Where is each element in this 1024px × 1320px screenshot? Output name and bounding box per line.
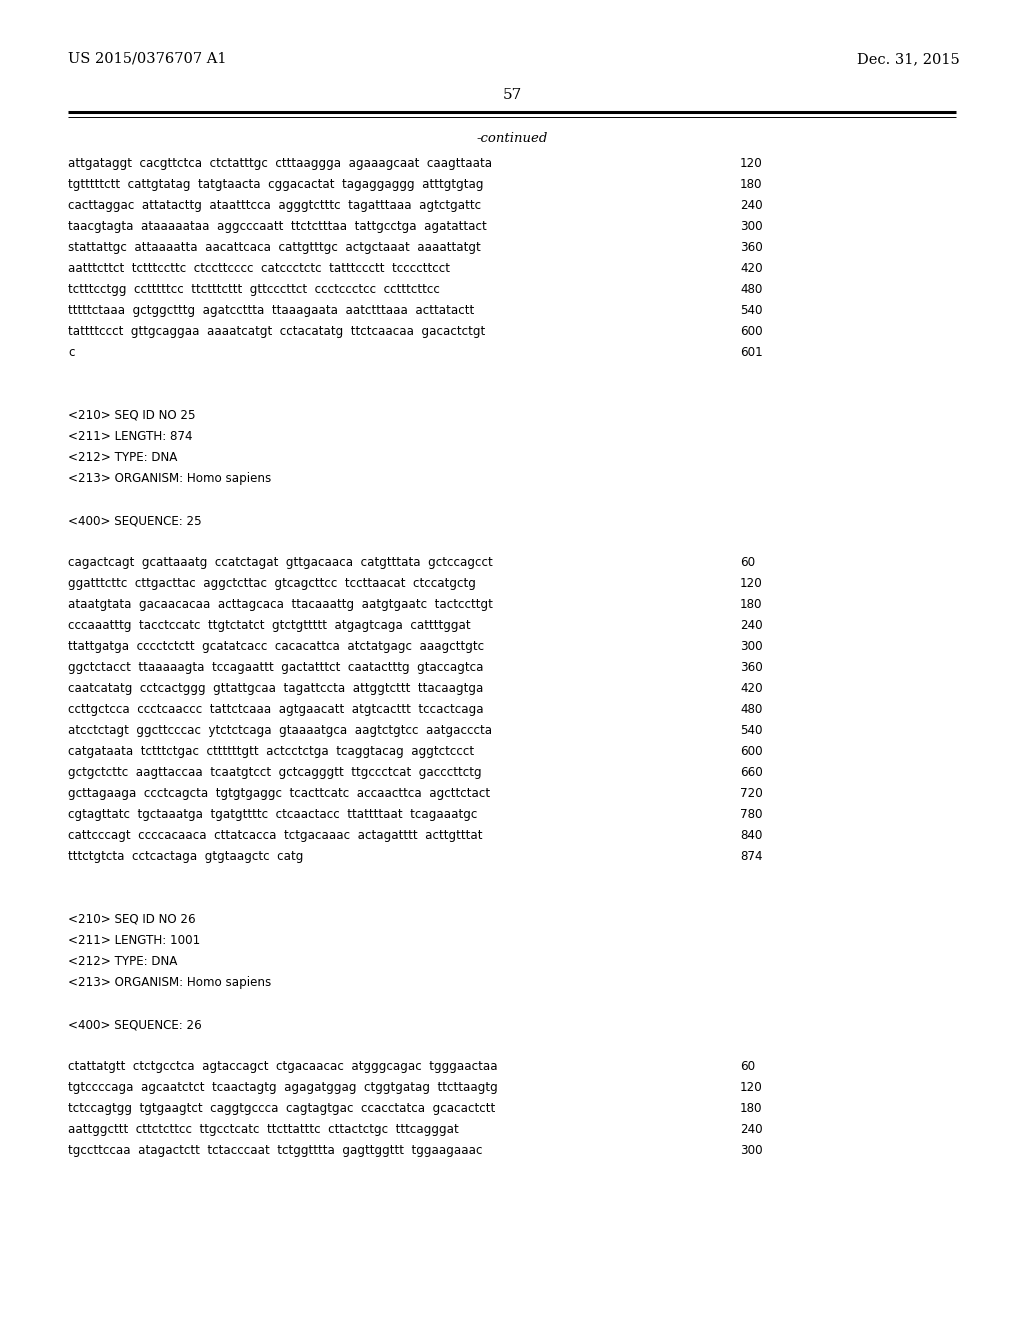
Text: cacttaggac  attatacttg  ataatttcca  agggtctttc  tagatttaaa  agtctgattc: cacttaggac attatacttg ataatttcca agggtct… <box>68 199 481 213</box>
Text: tctttcctgg  cctttttcc  ttctttcttt  gttcccttct  ccctccctcc  cctttcttcc: tctttcctgg cctttttcc ttctttcttt gttccctt… <box>68 282 440 296</box>
Text: 840: 840 <box>740 829 763 842</box>
Text: <213> ORGANISM: Homo sapiens: <213> ORGANISM: Homo sapiens <box>68 473 271 484</box>
Text: <212> TYPE: DNA: <212> TYPE: DNA <box>68 954 177 968</box>
Text: cgtagttatc  tgctaaatga  tgatgttttc  ctcaactacc  ttattttaat  tcagaaatgc: cgtagttatc tgctaaatga tgatgttttc ctcaact… <box>68 808 477 821</box>
Text: ataatgtata  gacaacacaa  acttagcaca  ttacaaattg  aatgtgaatc  tactccttgt: ataatgtata gacaacacaa acttagcaca ttacaaa… <box>68 598 493 611</box>
Text: ctattatgtt  ctctgcctca  agtaccagct  ctgacaacac  atgggcagac  tgggaactaa: ctattatgtt ctctgcctca agtaccagct ctgacaa… <box>68 1060 498 1073</box>
Text: 360: 360 <box>740 242 763 253</box>
Text: caatcatatg  cctcactggg  gttattgcaa  tagattccta  attggtcttt  ttacaagtga: caatcatatg cctcactggg gttattgcaa tagattc… <box>68 682 483 696</box>
Text: 300: 300 <box>740 640 763 653</box>
Text: 660: 660 <box>740 766 763 779</box>
Text: 780: 780 <box>740 808 763 821</box>
Text: 120: 120 <box>740 577 763 590</box>
Text: tgtccccaga  agcaatctct  tcaactagtg  agagatggag  ctggtgatag  ttcttaagtg: tgtccccaga agcaatctct tcaactagtg agagatg… <box>68 1081 498 1094</box>
Text: gctgctcttc  aagttaccaa  tcaatgtcct  gctcagggtt  ttgccctcat  gacccttctg: gctgctcttc aagttaccaa tcaatgtcct gctcagg… <box>68 766 481 779</box>
Text: 600: 600 <box>740 325 763 338</box>
Text: aatttcttct  tctttccttc  ctccttcccc  catccctctc  tatttccctt  tccccttcct: aatttcttct tctttccttc ctccttcccc catccct… <box>68 261 450 275</box>
Text: atcctctagt  ggcttcccac  ytctctcaga  gtaaaatgca  aagtctgtcc  aatgacccta: atcctctagt ggcttcccac ytctctcaga gtaaaat… <box>68 723 493 737</box>
Text: 120: 120 <box>740 1081 763 1094</box>
Text: 480: 480 <box>740 704 763 715</box>
Text: taacgtagta  ataaaaataa  aggcccaatt  ttctctttaa  tattgcctga  agatattact: taacgtagta ataaaaataa aggcccaatt ttctctt… <box>68 220 486 234</box>
Text: 300: 300 <box>740 220 763 234</box>
Text: gcttagaaga  ccctcagcta  tgtgtgaggc  tcacttcatc  accaacttca  agcttctact: gcttagaaga ccctcagcta tgtgtgaggc tcacttc… <box>68 787 490 800</box>
Text: <210> SEQ ID NO 25: <210> SEQ ID NO 25 <box>68 409 196 422</box>
Text: <210> SEQ ID NO 26: <210> SEQ ID NO 26 <box>68 913 196 927</box>
Text: tattttccct  gttgcaggaa  aaaatcatgt  cctacatatg  ttctcaacaa  gacactctgt: tattttccct gttgcaggaa aaaatcatgt cctacat… <box>68 325 485 338</box>
Text: 180: 180 <box>740 598 763 611</box>
Text: 540: 540 <box>740 304 763 317</box>
Text: 180: 180 <box>740 178 763 191</box>
Text: 874: 874 <box>740 850 763 863</box>
Text: <211> LENGTH: 1001: <211> LENGTH: 1001 <box>68 935 201 946</box>
Text: US 2015/0376707 A1: US 2015/0376707 A1 <box>68 51 226 66</box>
Text: tttctgtcta  cctcactaga  gtgtaagctc  catg: tttctgtcta cctcactaga gtgtaagctc catg <box>68 850 303 863</box>
Text: 300: 300 <box>740 1144 763 1158</box>
Text: 60: 60 <box>740 1060 755 1073</box>
Text: <212> TYPE: DNA: <212> TYPE: DNA <box>68 451 177 465</box>
Text: ggctctacct  ttaaaaagta  tccagaattt  gactatttct  caatactttg  gtaccagtca: ggctctacct ttaaaaagta tccagaattt gactatt… <box>68 661 483 675</box>
Text: 360: 360 <box>740 661 763 675</box>
Text: attgataggt  cacgttctca  ctctatttgc  ctttaaggga  agaaagcaat  caagttaata: attgataggt cacgttctca ctctatttgc ctttaag… <box>68 157 493 170</box>
Text: 540: 540 <box>740 723 763 737</box>
Text: tgtttttctt  cattgtatag  tatgtaacta  cggacactat  tagaggaggg  atttgtgtag: tgtttttctt cattgtatag tatgtaacta cggacac… <box>68 178 483 191</box>
Text: 601: 601 <box>740 346 763 359</box>
Text: 180: 180 <box>740 1102 763 1115</box>
Text: 480: 480 <box>740 282 763 296</box>
Text: tctccagtgg  tgtgaagtct  caggtgccca  cagtagtgac  ccacctatca  gcacactctt: tctccagtgg tgtgaagtct caggtgccca cagtagt… <box>68 1102 496 1115</box>
Text: stattattgc  attaaaatta  aacattcaca  cattgtttgc  actgctaaat  aaaattatgt: stattattgc attaaaatta aacattcaca cattgtt… <box>68 242 480 253</box>
Text: 420: 420 <box>740 261 763 275</box>
Text: c: c <box>68 346 75 359</box>
Text: 60: 60 <box>740 556 755 569</box>
Text: cattcccagt  ccccacaaca  cttatcacca  tctgacaaac  actagatttt  acttgtttat: cattcccagt ccccacaaca cttatcacca tctgaca… <box>68 829 482 842</box>
Text: cagactcagt  gcattaaatg  ccatctagat  gttgacaaca  catgtttata  gctccagcct: cagactcagt gcattaaatg ccatctagat gttgaca… <box>68 556 493 569</box>
Text: <400> SEQUENCE: 25: <400> SEQUENCE: 25 <box>68 513 202 527</box>
Text: 240: 240 <box>740 1123 763 1137</box>
Text: 57: 57 <box>503 88 521 102</box>
Text: Dec. 31, 2015: Dec. 31, 2015 <box>857 51 961 66</box>
Text: tttttctaaa  gctggctttg  agatccttta  ttaaagaata  aatctttaaa  acttatactt: tttttctaaa gctggctttg agatccttta ttaaaga… <box>68 304 474 317</box>
Text: aattggcttt  cttctcttcc  ttgcctcatc  ttcttatttc  cttactctgc  tttcagggat: aattggcttt cttctcttcc ttgcctcatc ttcttat… <box>68 1123 459 1137</box>
Text: 240: 240 <box>740 619 763 632</box>
Text: 120: 120 <box>740 157 763 170</box>
Text: ggatttcttc  cttgacttac  aggctcttac  gtcagcttcc  tccttaacat  ctccatgctg: ggatttcttc cttgacttac aggctcttac gtcagct… <box>68 577 476 590</box>
Text: -continued: -continued <box>476 132 548 145</box>
Text: tgccttccaa  atagactctt  tctacccaat  tctggtttta  gagttggttt  tggaagaaac: tgccttccaa atagactctt tctacccaat tctggtt… <box>68 1144 482 1158</box>
Text: <213> ORGANISM: Homo sapiens: <213> ORGANISM: Homo sapiens <box>68 975 271 989</box>
Text: catgataata  tctttctgac  cttttttgtt  actcctctga  tcaggtacag  aggtctccct: catgataata tctttctgac cttttttgtt actcctc… <box>68 744 474 758</box>
Text: 600: 600 <box>740 744 763 758</box>
Text: ccttgctcca  ccctcaaccc  tattctcaaa  agtgaacatt  atgtcacttt  tccactcaga: ccttgctcca ccctcaaccc tattctcaaa agtgaac… <box>68 704 483 715</box>
Text: cccaaatttg  tacctccatc  ttgtctatct  gtctgttttt  atgagtcaga  cattttggat: cccaaatttg tacctccatc ttgtctatct gtctgtt… <box>68 619 471 632</box>
Text: <211> LENGTH: 874: <211> LENGTH: 874 <box>68 430 193 444</box>
Text: ttattgatga  cccctctctt  gcatatcacc  cacacattca  atctatgagc  aaagcttgtc: ttattgatga cccctctctt gcatatcacc cacacat… <box>68 640 484 653</box>
Text: <400> SEQUENCE: 26: <400> SEQUENCE: 26 <box>68 1018 202 1031</box>
Text: 720: 720 <box>740 787 763 800</box>
Text: 240: 240 <box>740 199 763 213</box>
Text: 420: 420 <box>740 682 763 696</box>
